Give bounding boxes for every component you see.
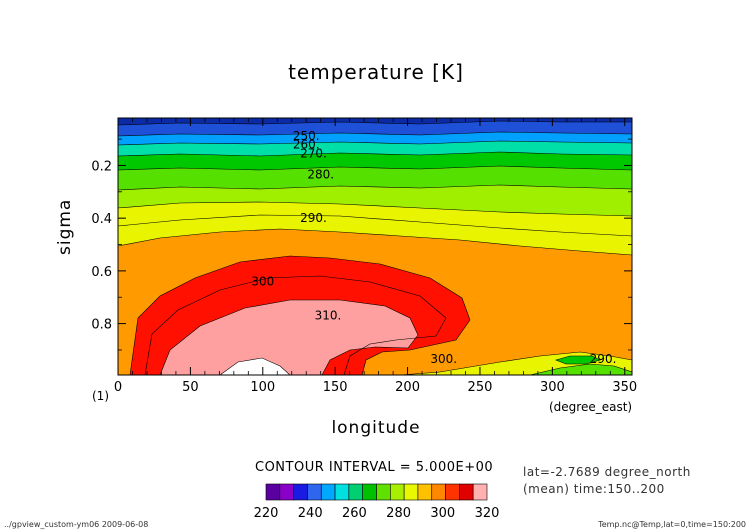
contour-line [118,140,632,146]
colorbar-swatch [293,483,308,501]
colorbar-swatch [472,483,488,501]
y-tick-label: 0.2 [91,159,112,174]
contour-line [159,299,419,375]
contour-band-275-lower [556,356,600,364]
colorbar-swatch [417,483,433,501]
x-axis: 0 50 100 150 200 250 300 350 [114,118,637,395]
contour-label: 280. [307,168,334,182]
y-index-label: (1) [92,389,109,403]
contour-line [144,275,447,375]
contour-interval-text: CONTOUR INTERVAL = 5.000E+00 [255,460,494,475]
x-axis-unit: (degree_east) [549,400,633,414]
contour-labels: 250.260.270. 280. 290. 300 310. 300. 290. [251,129,616,366]
colorbar-tick-label: 240 [298,506,323,521]
colorbar-swatch [431,483,446,501]
contour-line [118,228,632,256]
y-axis: 0.2 0.4 0.6 0.8 [91,138,632,351]
contour-line [529,363,632,375]
x-tick-label: 350 [612,380,637,395]
chart-title: temperature [K] [288,60,464,84]
colorbar-tick-label: 260 [342,506,367,521]
footer-right: Temp.nc@Temp,lat=0,time=150:200 [598,520,746,529]
contour-line [118,184,632,191]
x-tick-label: 100 [250,380,275,395]
plot-frame [117,117,633,376]
contour-label: 270. [300,147,327,161]
colorbar-swatch [403,483,419,501]
contour-line [118,120,632,126]
contour-label: 260. [293,137,320,151]
contour-line [219,357,291,375]
x-tick-label: 0 [114,380,122,395]
y-tick-label: 0.8 [91,318,112,333]
x-tick-label: 200 [395,380,420,395]
contour-label: 310. [315,309,342,323]
colorbar-swatch [376,483,391,501]
y-axis-label: sigma [55,198,75,255]
contour-line [118,201,632,217]
colorbar-tick-label: 320 [475,506,500,521]
contour-label: 300. [430,352,457,366]
contour-label: 290. [300,211,327,225]
colorbar-swatch [459,483,474,501]
colorbar-swatch [390,483,405,501]
latitude-info: lat=-2.7689 degree_north [523,465,691,479]
time-mean-info: (mean) time:150..200 [523,482,665,496]
colorbar-swatch [279,483,294,501]
contour-band-320 [220,358,290,375]
colorbar-tick-label: 280 [386,506,411,521]
y-tick-label: 0.6 [91,265,112,280]
contour-label: 300 [251,274,274,288]
filled-contours [118,118,632,375]
contour-line [399,351,632,375]
x-tick-label: 250 [468,380,493,395]
colorbar-swatch [348,483,363,501]
contour-line [118,214,632,237]
contour-line [118,131,632,137]
y-tick-label: 0.4 [91,212,112,227]
colorbar: 220 240 260 280 300 320 [254,483,500,521]
colorbar-swatch [320,483,336,501]
x-tick-label: 50 [182,380,199,395]
x-tick-label: 150 [323,380,348,395]
colorbar-swatch [307,483,322,501]
contour-line [555,355,601,365]
contour-line [129,255,471,375]
colorbar-swatch [265,483,281,501]
colorbar-swatch [362,483,377,501]
colorbar-swatch [334,483,350,501]
x-axis-label: longitude [331,418,421,438]
contour-label: 250. [293,129,320,143]
colorbar-tick-label: 220 [254,506,279,521]
contour-lines [118,120,632,375]
colorbar-tick-label: 300 [430,506,455,521]
x-tick-label: 300 [540,380,565,395]
contour-line [118,165,632,171]
contour-band-310 [160,300,418,375]
contour-label: 290. [590,352,617,366]
footer-left: ../gpview_custom-ym06 2009-06-08 [4,520,149,529]
contour-band-285-lower [530,364,632,375]
contour-line [118,151,632,157]
colorbar-swatch [445,483,460,501]
